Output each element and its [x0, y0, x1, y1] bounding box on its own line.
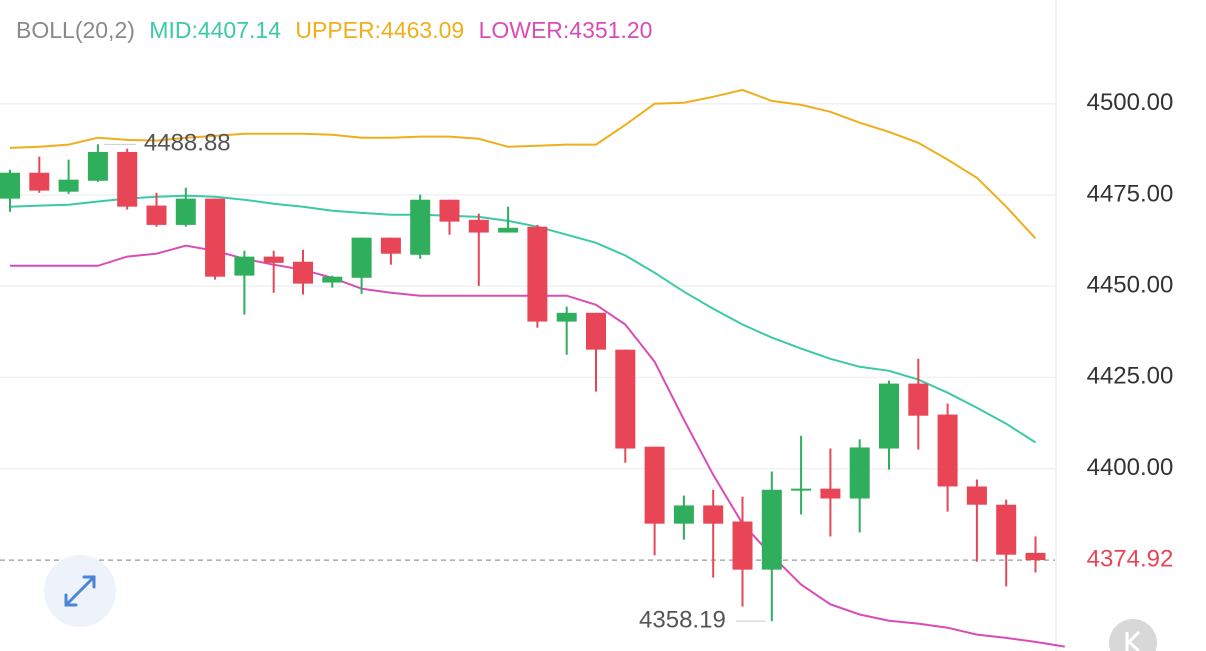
min-label: 4358.19: [639, 606, 726, 633]
expand-button[interactable]: [44, 555, 116, 627]
candle-body: [0, 172, 20, 199]
last-price-label: 4374.92: [1087, 545, 1174, 572]
y-tick-label: 4475.00: [1087, 180, 1174, 207]
candle-body: [703, 505, 724, 524]
candle-body: [996, 504, 1017, 555]
legend: BOLL(20,2) MID:4407.14 UPPER:4463.09 LOW…: [16, 17, 652, 43]
kline-button[interactable]: [1109, 619, 1157, 651]
candle-body: [908, 383, 929, 416]
candle-body: [234, 256, 255, 276]
candle-body: [205, 198, 226, 277]
candle-body: [644, 446, 665, 524]
candle-body: [615, 349, 636, 449]
candle-body: [380, 237, 401, 254]
candle-body: [937, 414, 958, 487]
candle-body: [879, 383, 899, 449]
candle-body: [263, 256, 284, 263]
candle-body: [820, 488, 841, 499]
candle-body: [966, 486, 987, 505]
candle-body: [29, 172, 50, 191]
y-tick-label: 4400.00: [1087, 454, 1174, 481]
legend-entry: UPPER:4463.09: [295, 17, 464, 43]
legend-entry: MID:4407.14: [149, 17, 281, 43]
candle-body: [410, 199, 431, 255]
y-tick-label: 4500.00: [1087, 89, 1174, 116]
candle-body: [117, 151, 138, 207]
y-tick-label: 4425.00: [1087, 363, 1174, 390]
y-tick-label: 4450.00: [1087, 272, 1174, 299]
band-line: [9, 88, 1037, 240]
candle-body: [322, 276, 343, 283]
band-line: [9, 194, 1037, 444]
candle-body: [673, 505, 694, 524]
candle-body: [351, 237, 372, 278]
candle-body: [58, 179, 79, 192]
max-label: 4488.88: [144, 130, 231, 157]
candle-body: [556, 312, 577, 322]
candle-body: [293, 261, 313, 284]
legend-entry: LOWER:4351.20: [479, 17, 653, 43]
candle-body: [791, 488, 812, 491]
candle-body: [849, 447, 870, 499]
candle-body: [146, 205, 167, 225]
candle-body: [527, 226, 548, 322]
expand-icon[interactable]: [64, 575, 96, 607]
candle-body: [468, 219, 489, 233]
candle-body: [761, 489, 782, 570]
candle-body: [732, 521, 753, 570]
candle-body: [498, 227, 519, 233]
indicator-label: BOLL(20,2): [16, 17, 135, 43]
candle-body: [586, 312, 606, 350]
kline-icon[interactable]: [1125, 630, 1141, 651]
candle-body: [87, 151, 108, 181]
candle-body: [175, 198, 196, 225]
candle-body: [439, 199, 460, 222]
kline-button-bg[interactable]: [1109, 619, 1157, 651]
candle-body: [1025, 552, 1046, 561]
